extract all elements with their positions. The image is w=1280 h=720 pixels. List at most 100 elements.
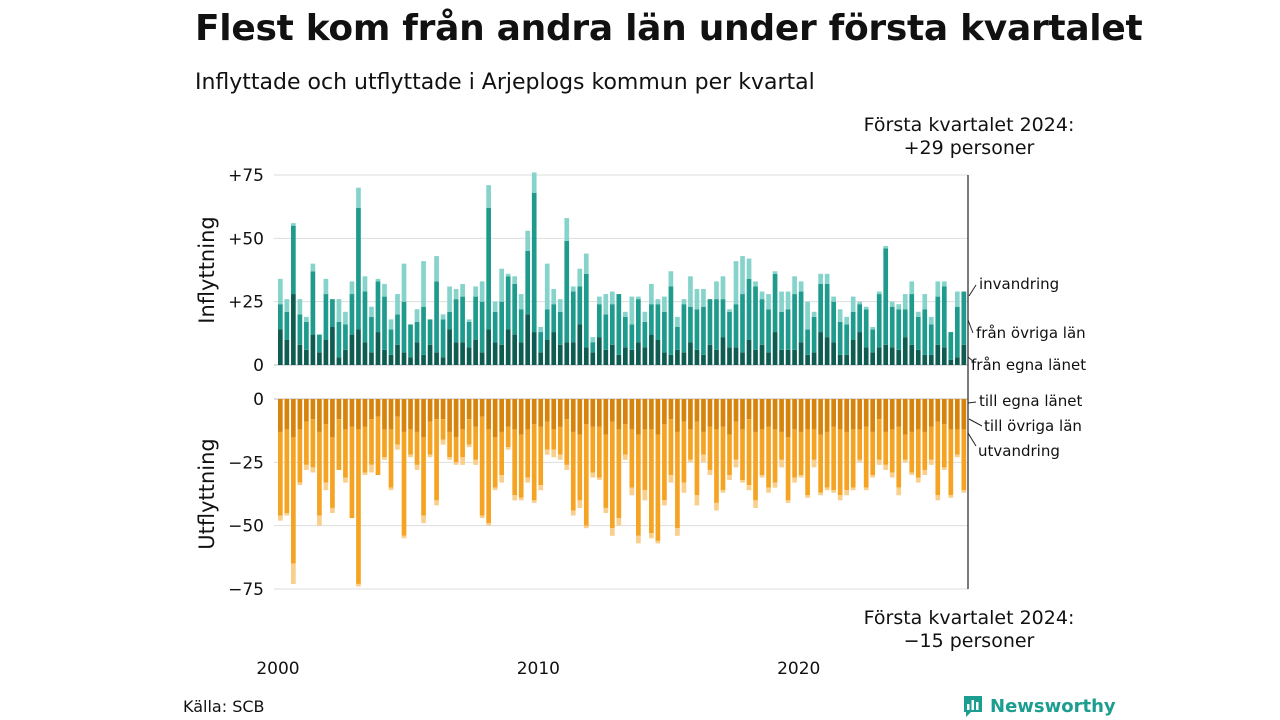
bar-inflyttning-s1-11: [349, 294, 355, 335]
bar-inflyttning-s2-10: [343, 311, 348, 325]
bar-utflyttning-s0-105: [961, 399, 967, 430]
bar-inflyttning-s0-76: [772, 332, 778, 365]
bar-inflyttning-s1-19: [401, 301, 407, 353]
bar-utflyttning-s2-76: [772, 482, 778, 488]
bar-utflyttning-s1-51: [609, 421, 615, 529]
bar-utflyttning-s2-25: [440, 439, 446, 445]
bar-inflyttning-s1-28: [460, 296, 465, 343]
bar-inflyttning-s0-55: [636, 342, 641, 365]
bar-inflyttning-s2-89: [857, 301, 863, 305]
bar-utflyttning-s0-15: [375, 399, 381, 417]
bar-inflyttning-s1-94: [889, 306, 895, 348]
bar-utflyttning-s2-26: [447, 457, 452, 460]
bar-utflyttning-s1-38: [525, 429, 531, 478]
bar-inflyttning-s1-16: [382, 296, 387, 350]
bar-inflyttning-s2-80: [798, 281, 804, 292]
bar-inflyttning-s2-96: [902, 294, 908, 310]
bar-inflyttning-s1-15: [375, 281, 381, 333]
bar-utflyttning-s0-9: [336, 399, 342, 420]
bar-inflyttning-s1-42: [551, 304, 557, 333]
x-tick-label-1: 2010: [517, 659, 560, 679]
bar-inflyttning-s0-23: [427, 344, 433, 365]
legend-label-1: från övriga län: [976, 324, 1086, 342]
bar-inflyttning-s0-42: [551, 332, 557, 365]
legend-leader-3: [967, 401, 977, 404]
bar-inflyttning-s0-84: [824, 337, 830, 365]
inflow-callout: Första kvartalet 2024: +29 personer: [860, 114, 1078, 160]
bar-utflyttning-s2-75: [766, 487, 771, 493]
bar-utflyttning-s1-42: [551, 429, 557, 450]
bar-inflyttning-s0-13: [362, 342, 368, 365]
bar-utflyttning-s1-82: [811, 429, 817, 460]
bar-utflyttning-s1-66: [707, 426, 713, 470]
bar-inflyttning-s0-38: [525, 314, 531, 365]
bar-inflyttning-s1-105: [961, 291, 967, 345]
bar-utflyttning-s0-59: [662, 399, 667, 425]
bar-inflyttning-s2-21: [414, 309, 420, 322]
bar-utflyttning-s2-61: [675, 528, 680, 536]
bar-utflyttning-s0-102: [941, 399, 947, 425]
bar-utflyttning-s1-20: [408, 429, 413, 455]
bar-utflyttning-s1-103: [948, 429, 954, 496]
y-tick-label-utflyttning-0: 0: [253, 390, 264, 410]
bar-utflyttning-s0-42: [551, 399, 557, 430]
bar-inflyttning-s2-72: [746, 258, 752, 279]
bar-utflyttning-s1-9: [336, 419, 342, 470]
x-tick-label-0: 2000: [256, 659, 299, 679]
bar-inflyttning-s2-74: [759, 291, 765, 300]
bar-utflyttning-s1-15: [375, 416, 381, 475]
bar-inflyttning-s0-77: [779, 349, 784, 365]
bar-inflyttning-s1-64: [694, 309, 700, 350]
bar-utflyttning-s1-69: [727, 434, 732, 475]
bar-utflyttning-s1-47: [583, 424, 589, 526]
legend-label-3: till egna länet: [979, 392, 1082, 410]
bar-utflyttning-s2-94: [889, 472, 895, 478]
bar-utflyttning-s2-12: [356, 583, 361, 587]
bar-inflyttning-s0-58: [655, 339, 661, 365]
bar-inflyttning-s0-11: [349, 334, 355, 365]
bar-inflyttning-s2-19: [401, 263, 407, 302]
bar-inflyttning-s2-41: [544, 263, 550, 310]
bar-utflyttning-s1-52: [616, 429, 622, 519]
bar-utflyttning-s1-2: [291, 437, 296, 564]
bar-utflyttning-s0-74: [759, 399, 765, 430]
legend-label-5: utvandring: [978, 442, 1060, 460]
bar-inflyttning-s2-59: [662, 296, 667, 312]
bar-inflyttning-s0-22: [421, 354, 426, 365]
bar-utflyttning-s0-64: [694, 399, 700, 422]
bar-utflyttning-s1-24: [434, 419, 439, 501]
bar-utflyttning-s1-11: [349, 426, 355, 519]
newsworthy-logo[interactable]: Newsworthy: [962, 694, 1116, 718]
bar-inflyttning-s1-9: [336, 321, 342, 358]
bar-inflyttning-s1-100: [928, 324, 934, 355]
bar-inflyttning-s0-10: [343, 349, 348, 365]
bar-inflyttning-s0-62: [681, 352, 687, 365]
bar-utflyttning-s2-60: [668, 475, 674, 483]
bar-inflyttning-s2-57: [649, 283, 654, 305]
bar-utflyttning-s0-80: [798, 399, 804, 432]
bar-inflyttning-s2-11: [349, 281, 355, 295]
bar-utflyttning-s2-74: [759, 475, 765, 478]
bar-utflyttning-s0-37: [518, 399, 524, 435]
bar-utflyttning-s0-73: [753, 399, 758, 432]
bar-inflyttning-s0-47: [583, 347, 589, 365]
bar-utflyttning-s1-98: [915, 429, 921, 478]
bar-inflyttning-s2-42: [551, 289, 557, 305]
bar-utflyttning-s2-65: [701, 454, 706, 463]
bar-inflyttning-s2-15: [375, 278, 381, 282]
bar-inflyttning-s2-45: [570, 286, 576, 292]
bar-utflyttning-s1-50: [603, 434, 609, 508]
y-axis-title-utflyttning: Utflyttning: [195, 438, 219, 550]
bar-inflyttning-s1-90: [863, 309, 869, 348]
bar-utflyttning-s2-49: [596, 477, 602, 481]
bar-utflyttning-s0-24: [434, 399, 439, 420]
bar-inflyttning-s0-101: [935, 344, 941, 365]
bar-inflyttning-s1-103: [948, 332, 954, 360]
bar-utflyttning-s2-50: [603, 507, 609, 513]
bar-utflyttning-s1-68: [720, 426, 726, 491]
bar-utflyttning-s1-60: [668, 419, 674, 475]
bar-inflyttning-s1-17: [388, 329, 394, 355]
bar-utflyttning-s1-5: [310, 419, 316, 468]
bar-inflyttning-s2-26: [447, 286, 452, 312]
bar-inflyttning-s1-51: [609, 304, 615, 345]
